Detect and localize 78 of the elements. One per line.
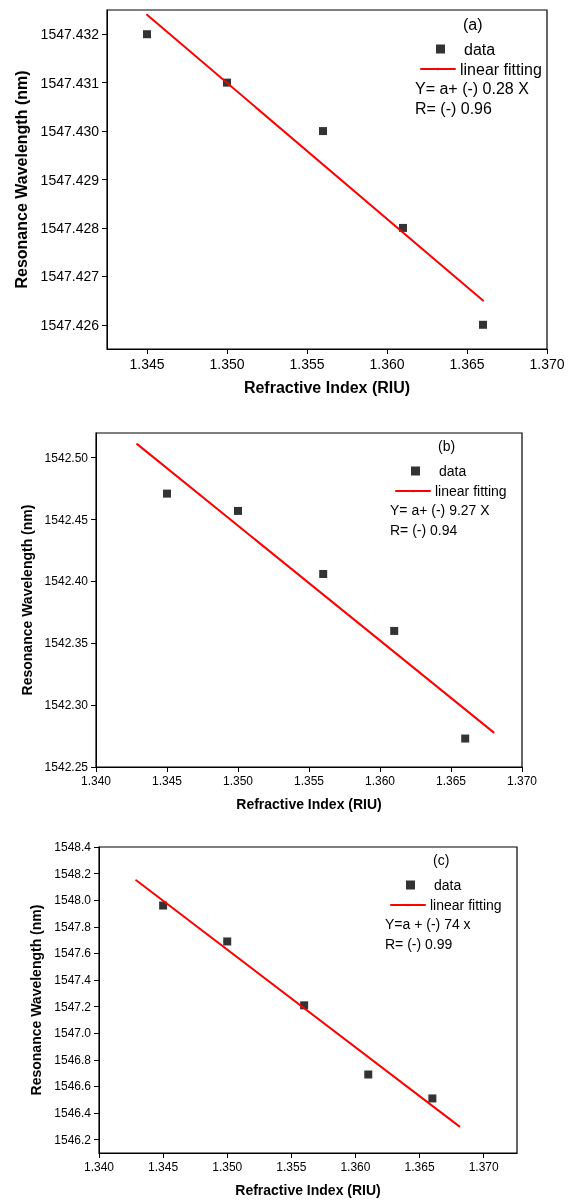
y-tick-label: 1546.4 bbox=[54, 1106, 92, 1121]
point bbox=[234, 506, 242, 515]
legend-label: data bbox=[439, 463, 467, 479]
legend-label: linear fitting bbox=[435, 483, 507, 499]
point bbox=[159, 901, 168, 910]
annotation: (c) bbox=[433, 852, 450, 868]
y-tick-label: 1547.426 bbox=[40, 316, 100, 333]
x-tick-label: 1.360 bbox=[364, 774, 396, 788]
y-tick-label: 1547.4 bbox=[54, 973, 92, 988]
x-tick-label: 1.370 bbox=[468, 1160, 499, 1174]
legend-label: data bbox=[464, 40, 496, 58]
y-tick-label: 1547.427 bbox=[40, 268, 100, 285]
x-tick-label: 1.350 bbox=[212, 1160, 243, 1174]
x-axis-title: Refractive Index (RIU) bbox=[243, 378, 411, 396]
y-tick-label: 1547.2 bbox=[54, 999, 92, 1014]
x-tick-label: 1.355 bbox=[276, 1160, 307, 1174]
annotation: Y= a+ (-) 0.28 X bbox=[415, 79, 530, 97]
y-tick-label: 1547.0 bbox=[54, 1026, 92, 1041]
legend-label: linear fitting bbox=[460, 60, 542, 78]
y-tick-label: 1547.430 bbox=[40, 123, 100, 140]
x-tick-label: 1.365 bbox=[435, 774, 467, 788]
y-tick-label: 1542.40 bbox=[44, 574, 89, 589]
y-tick-label: 1548.4 bbox=[54, 840, 92, 854]
x-tick-label: 1.370 bbox=[506, 774, 538, 788]
legend-label: linear fitting bbox=[430, 897, 502, 913]
y-tick-label: 1547.431 bbox=[40, 74, 100, 91]
x-tick-label: 1.360 bbox=[340, 1160, 371, 1174]
x-tick-label: 1.345 bbox=[129, 356, 165, 372]
x-tick-label: 1.345 bbox=[148, 1160, 179, 1174]
x-tick-label: 1.365 bbox=[404, 1160, 435, 1174]
point bbox=[479, 320, 487, 329]
y-tick-label: 1546.8 bbox=[54, 1052, 92, 1067]
x-tick-label: 1.355 bbox=[289, 356, 325, 372]
legend-label: data bbox=[434, 877, 462, 893]
y-axis-title: Resonance Wavelength (nm) bbox=[12, 70, 30, 289]
point bbox=[428, 1094, 437, 1103]
y-tick-label: 1542.35 bbox=[44, 636, 89, 651]
annotation: Y=a + (-) 74 x bbox=[385, 916, 471, 932]
y-tick-label: 1542.30 bbox=[44, 698, 89, 713]
annotation: Y= a+ (-) 9.27 X bbox=[390, 502, 491, 518]
x-tick-label: 1.345 bbox=[151, 774, 183, 788]
point bbox=[461, 734, 470, 743]
annotation: R= (-) 0.99 bbox=[385, 936, 453, 952]
x-tick-label: 1.365 bbox=[449, 356, 485, 372]
y-tick-label: 1548.0 bbox=[54, 893, 92, 908]
y-tick-label: 1548.2 bbox=[54, 866, 92, 881]
x-tick-label: 1.340 bbox=[83, 1160, 115, 1174]
x-tick-label: 1.350 bbox=[209, 356, 245, 372]
y-tick-label: 1546.2 bbox=[54, 1132, 92, 1147]
point bbox=[143, 30, 151, 39]
x-tick-label: 1.355 bbox=[293, 774, 325, 788]
y-tick-label: 1547.6 bbox=[54, 946, 92, 961]
point bbox=[163, 489, 171, 498]
annotation: R= (-) 0.96 bbox=[415, 99, 493, 117]
y-tick-label: 1547.432 bbox=[40, 26, 100, 43]
point bbox=[390, 626, 399, 635]
y-tick-label: 1542.50 bbox=[44, 450, 89, 465]
y-tick-label: 1547.8 bbox=[54, 919, 92, 934]
point bbox=[319, 127, 327, 136]
y-tick-label: 1546.6 bbox=[54, 1079, 92, 1094]
point bbox=[223, 937, 232, 946]
y-axis-title: Resonance Wavelength (nm) bbox=[18, 504, 35, 696]
annotation: R= (-) 0.94 bbox=[390, 522, 458, 538]
y-tick-label: 1547.429 bbox=[40, 171, 100, 188]
x-tick-label: 1.350 bbox=[222, 774, 254, 788]
y-tick-label: 1547.428 bbox=[40, 219, 100, 236]
x-axis-title: Refractive Index (RIU) bbox=[236, 796, 382, 812]
x-tick-label: 1.370 bbox=[529, 356, 565, 372]
x-axis-title: Refractive Index (RIU) bbox=[235, 1182, 381, 1198]
annotation: (b) bbox=[438, 438, 456, 454]
x-tick-label: 1.360 bbox=[369, 356, 405, 372]
annotation: (a) bbox=[463, 15, 483, 33]
point bbox=[319, 570, 328, 579]
y-tick-label: 1542.45 bbox=[44, 512, 89, 527]
x-tick-label: 1.340 bbox=[80, 774, 112, 788]
y-axis-title: Resonance Wavelength (nm) bbox=[28, 904, 45, 1096]
point bbox=[364, 1070, 373, 1079]
y-tick-label: 1542.25 bbox=[44, 760, 89, 774]
